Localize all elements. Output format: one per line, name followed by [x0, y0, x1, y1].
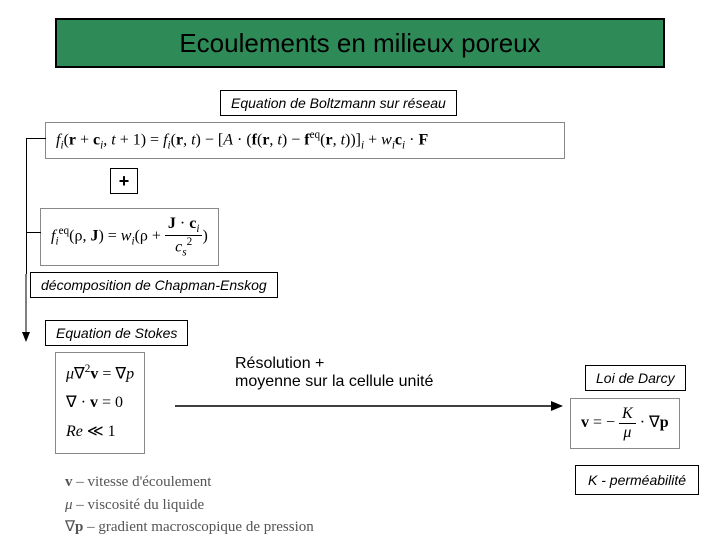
connector-v1 [26, 138, 27, 274]
arrow-down [20, 274, 40, 344]
arrow-right [175, 398, 565, 414]
stokes-eq3: Re ≪ 1 [66, 418, 134, 447]
feq-equation: fieq(ρ, J) = wi(ρ + J · cics2) [40, 208, 219, 266]
connector-h2 [26, 232, 41, 233]
perm-label: K - perméabilité [575, 465, 699, 495]
legend-l3: ∇p – gradient macroscopique de pression [65, 516, 314, 539]
darcy-equation: v = − Kμ · ∇p [570, 398, 680, 449]
legend-l1: v – vitesse d'écoulement [65, 471, 314, 494]
stokes-label: Equation de Stokes [45, 320, 188, 346]
title-banner: Ecoulements en milieux poreux [55, 18, 665, 68]
boltzmann-equation: fi(r + ci, t + 1) = fi(r, t) − [A · (f(r… [45, 122, 565, 159]
resolution-text: Résolution + moyenne sur la cellule unit… [235, 355, 433, 391]
chapman-label: décomposition de Chapman-Enskog [30, 272, 278, 298]
legend-l2: μ – viscosité du liquide [65, 494, 314, 517]
boltzmann-label: Equation de Boltzmann sur réseau [220, 90, 457, 116]
stokes-equations: μ∇2v = ∇p ∇ · v = 0 Re ≪ 1 [55, 352, 145, 454]
connector-h1 [26, 138, 46, 139]
legend: v – vitesse d'écoulement μ – viscosité d… [55, 465, 324, 545]
plus-box: + [110, 168, 138, 194]
page-title: Ecoulements en milieux poreux [179, 28, 540, 59]
resolution-line2: moyenne sur la cellule unité [235, 373, 433, 391]
stokes-eq1: μ∇2v = ∇p [66, 359, 134, 389]
darcy-label: Loi de Darcy [585, 365, 686, 391]
stokes-eq2: ∇ · v = 0 [66, 389, 134, 418]
resolution-line1: Résolution + [235, 355, 433, 373]
